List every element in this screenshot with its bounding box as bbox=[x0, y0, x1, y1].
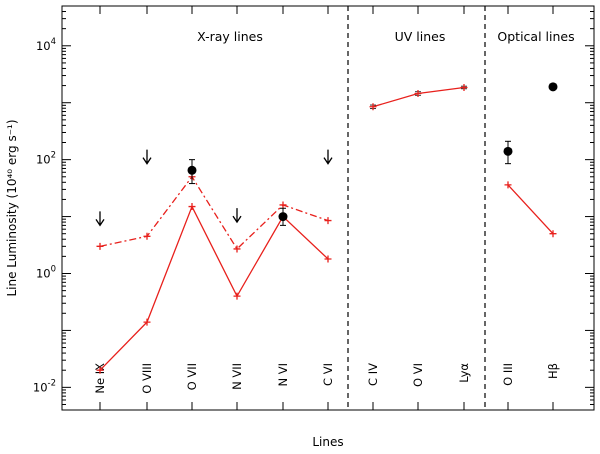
x-category-label: N VII bbox=[230, 363, 244, 390]
x-category-label: O VIII bbox=[140, 363, 154, 394]
observed-point bbox=[548, 82, 558, 92]
series-line bbox=[507, 184, 554, 235]
series-point bbox=[233, 245, 241, 253]
series-point bbox=[143, 232, 151, 240]
tick-marks bbox=[62, 5, 594, 411]
series-line bbox=[99, 204, 329, 371]
observed-point bbox=[187, 165, 197, 175]
series-line bbox=[99, 175, 329, 250]
upper-limit-arrow bbox=[142, 149, 152, 165]
x-category-label: Lyα bbox=[457, 363, 471, 383]
series-point bbox=[414, 90, 422, 98]
series-point bbox=[96, 366, 104, 374]
series-point bbox=[369, 103, 377, 111]
x-category-label: O VII bbox=[185, 363, 199, 390]
x-category-label: C IV bbox=[366, 363, 380, 386]
x-category-label: N VI bbox=[276, 363, 290, 387]
upper-limit-arrow bbox=[95, 211, 105, 227]
x-category-label: C VI bbox=[321, 363, 335, 386]
panel-title: Optical lines bbox=[497, 29, 574, 44]
series-point bbox=[549, 230, 557, 238]
y-tick-label: 104 bbox=[36, 37, 56, 53]
x-category-label: O III bbox=[501, 363, 515, 386]
y-tick-label: 100 bbox=[36, 264, 56, 280]
series-point bbox=[188, 203, 196, 211]
upper-limit-arrow bbox=[232, 208, 242, 224]
series-point bbox=[96, 242, 104, 250]
plot-frame bbox=[61, 5, 595, 411]
y-axis-label: Line Luminosity (10⁴⁰ erg s⁻¹) bbox=[5, 119, 19, 296]
x-axis-label: Lines bbox=[312, 435, 343, 449]
series-point bbox=[233, 292, 241, 300]
y-tick-label: 102 bbox=[36, 151, 56, 167]
series-point bbox=[279, 201, 287, 209]
data-marks bbox=[95, 82, 558, 374]
series-point bbox=[460, 84, 468, 92]
data-series bbox=[99, 86, 554, 371]
y-tick-label: 10-2 bbox=[33, 378, 56, 394]
series-point bbox=[324, 255, 332, 263]
upper-limit-arrow bbox=[323, 149, 333, 165]
series-point bbox=[324, 217, 332, 225]
x-category-label: O VI bbox=[411, 363, 425, 387]
observed-point bbox=[503, 146, 513, 156]
x-category-label: Hβ bbox=[546, 363, 560, 379]
series-point bbox=[504, 181, 512, 189]
series-point bbox=[143, 318, 151, 326]
panel-title: UV lines bbox=[395, 29, 446, 44]
panel-title: X-ray lines bbox=[197, 29, 263, 44]
observed-point bbox=[278, 212, 288, 222]
